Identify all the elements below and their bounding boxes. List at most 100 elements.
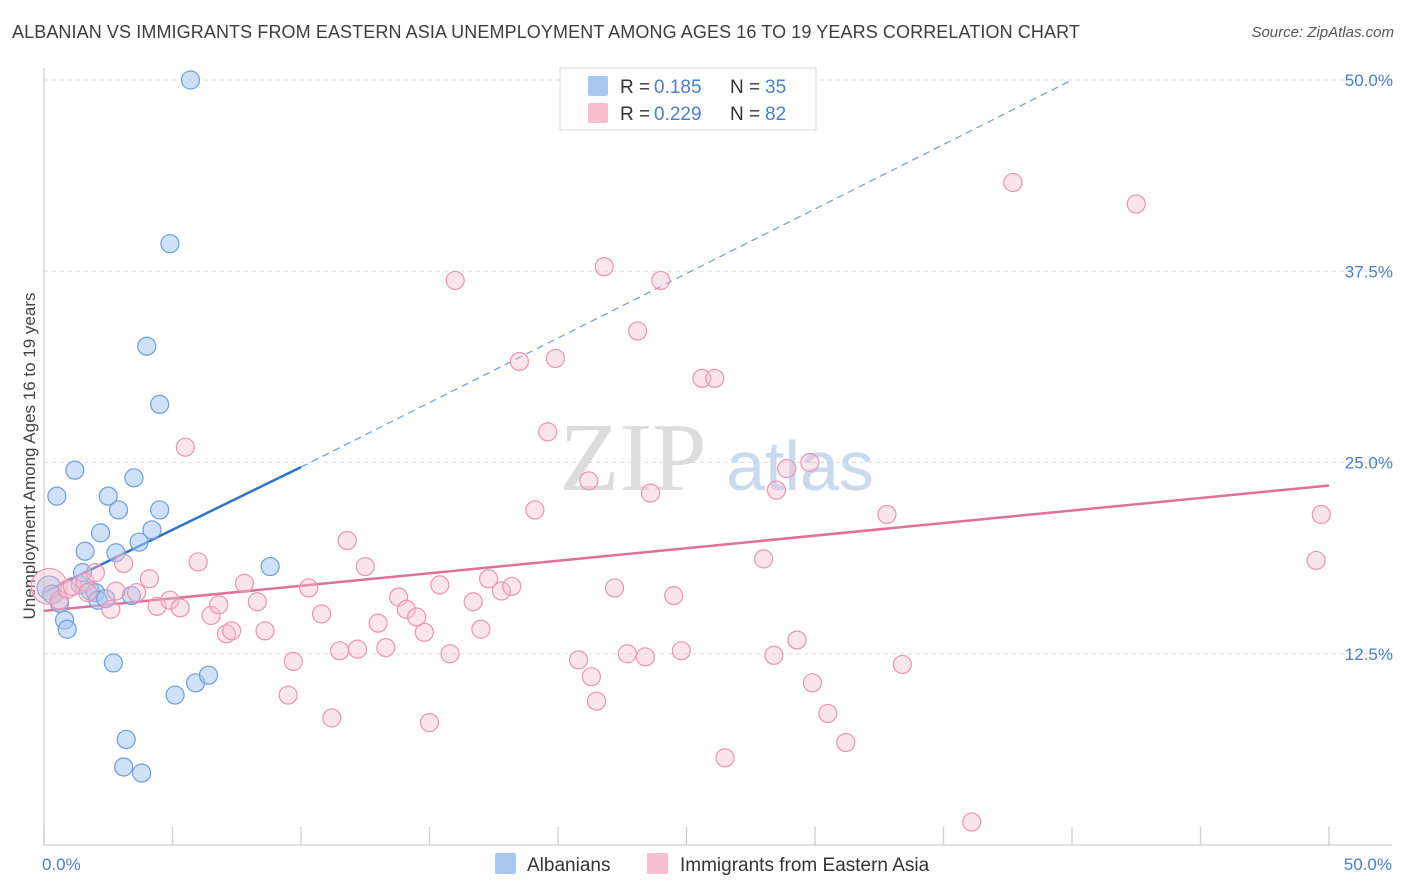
- point-eastern-asia: [419, 712, 440, 733]
- trend-lines: [43, 79, 1330, 613]
- y-tick-label: 25.0%: [1345, 454, 1393, 473]
- point-eastern-asia: [126, 582, 147, 603]
- watermark-zip: ZIP: [560, 404, 707, 512]
- point-albanians: [160, 234, 180, 254]
- point-eastern-asia: [568, 650, 589, 670]
- point-albanians: [47, 486, 67, 506]
- point-eastern-asia: [222, 621, 242, 641]
- point-eastern-asia: [764, 645, 784, 665]
- point-eastern-asia: [329, 641, 350, 661]
- point-eastern-asia: [283, 651, 303, 672]
- legend-swatch-eastern-asia: [647, 853, 668, 874]
- point-eastern-asia: [247, 592, 267, 612]
- point-eastern-asia: [664, 586, 684, 606]
- point-eastern-asia: [705, 368, 725, 388]
- point-eastern-asia: [581, 667, 602, 687]
- point-eastern-asia: [355, 556, 375, 577]
- point-eastern-asia: [471, 619, 491, 639]
- legend-swatch-albanians: [495, 853, 516, 874]
- point-eastern-asia: [389, 587, 409, 607]
- point-eastern-asia: [347, 639, 368, 659]
- stats-swatch-eastern-asia: [588, 103, 608, 123]
- chart-title: ALBANIAN VS IMMIGRANTS FROM EASTERN ASIA…: [12, 22, 1080, 42]
- y-tick-label: 50.0%: [1345, 71, 1393, 90]
- point-eastern-asia: [715, 748, 735, 768]
- data-points: [30, 70, 1331, 832]
- point-eastern-asia: [545, 348, 566, 369]
- point-eastern-asia: [376, 638, 396, 658]
- source-label: Source: ZipAtlas.com: [1251, 24, 1394, 41]
- y-tick-label: 12.5%: [1345, 645, 1393, 664]
- point-eastern-asia: [78, 582, 98, 603]
- x-tick-label-min: 0.0%: [42, 855, 81, 874]
- watermark: ZIP atlas: [560, 404, 874, 512]
- y-tick-label: 37.5%: [1345, 262, 1393, 281]
- point-eastern-asia: [671, 641, 691, 661]
- point-eastern-asia: [1311, 504, 1331, 525]
- stats-legend: R = 0.185 N = 35 R = 0.229 N = 82: [559, 67, 817, 131]
- gridlines: [44, 79, 1392, 655]
- point-albanians: [150, 500, 170, 520]
- point-eastern-asia: [322, 708, 342, 728]
- point-eastern-asia: [430, 575, 450, 595]
- point-eastern-asia: [604, 578, 625, 598]
- stats-r-value-eastern-asia: 0.229: [654, 104, 702, 125]
- point-eastern-asia: [216, 624, 237, 644]
- point-albanians: [132, 763, 152, 783]
- point-eastern-asia: [209, 595, 229, 615]
- point-eastern-asia: [766, 480, 787, 500]
- stats-n-label-albanians: N =: [730, 77, 760, 98]
- stats-n-label-eastern-asia: N =: [730, 104, 760, 125]
- point-eastern-asia: [463, 592, 483, 612]
- point-eastern-asia: [586, 691, 607, 711]
- point-eastern-asia: [30, 567, 68, 606]
- stats-n-value-eastern-asia: 82: [765, 104, 786, 125]
- point-eastern-asia: [525, 500, 545, 520]
- stats-r-label-albanians: R =: [620, 77, 650, 98]
- stats-n-value-albanians: 35: [765, 77, 786, 98]
- point-eastern-asia: [502, 576, 522, 597]
- point-eastern-asia: [509, 351, 530, 372]
- point-eastern-asia: [787, 630, 807, 650]
- point-eastern-asia: [800, 452, 820, 473]
- point-eastern-asia: [175, 437, 195, 457]
- point-eastern-asia: [114, 553, 134, 574]
- point-albanians: [75, 541, 95, 561]
- point-albanians: [198, 665, 219, 685]
- stats-swatch-albanians: [588, 76, 608, 96]
- legend-label-eastern-asia: Immigrants from Eastern Asia: [680, 855, 930, 876]
- point-eastern-asia: [651, 270, 671, 291]
- point-albanians: [106, 543, 126, 563]
- point-albanians: [116, 729, 136, 750]
- point-albanians: [121, 586, 141, 606]
- point-albanians: [165, 685, 185, 705]
- point-eastern-asia: [836, 732, 856, 753]
- point-eastern-asia: [579, 471, 599, 491]
- point-eastern-asia: [299, 578, 319, 598]
- point-eastern-asia: [1306, 550, 1326, 571]
- point-eastern-asia: [617, 644, 637, 664]
- point-eastern-asia: [445, 270, 465, 291]
- point-albanians: [180, 70, 201, 90]
- point-eastern-asia: [49, 590, 70, 610]
- point-eastern-asia: [188, 552, 208, 572]
- point-eastern-asia: [1003, 172, 1023, 193]
- point-eastern-asia: [368, 613, 388, 633]
- bottom-legend: Albanians Immigrants from Eastern Asia: [495, 853, 930, 876]
- point-albanians: [129, 532, 149, 552]
- point-eastern-asia: [170, 598, 190, 618]
- point-albanians: [108, 500, 129, 520]
- point-eastern-asia: [106, 581, 126, 601]
- watermark-atlas: atlas: [726, 427, 874, 505]
- point-eastern-asia: [628, 321, 648, 341]
- axes: [43, 68, 1392, 846]
- point-albanians: [150, 394, 170, 414]
- point-albanians: [142, 520, 162, 540]
- point-eastern-asia: [311, 604, 332, 624]
- point-eastern-asia: [892, 654, 912, 675]
- x-tick-label-max: 50.0%: [1344, 855, 1392, 874]
- point-eastern-asia: [396, 599, 416, 619]
- point-eastern-asia: [635, 647, 655, 667]
- point-eastern-asia: [777, 459, 797, 479]
